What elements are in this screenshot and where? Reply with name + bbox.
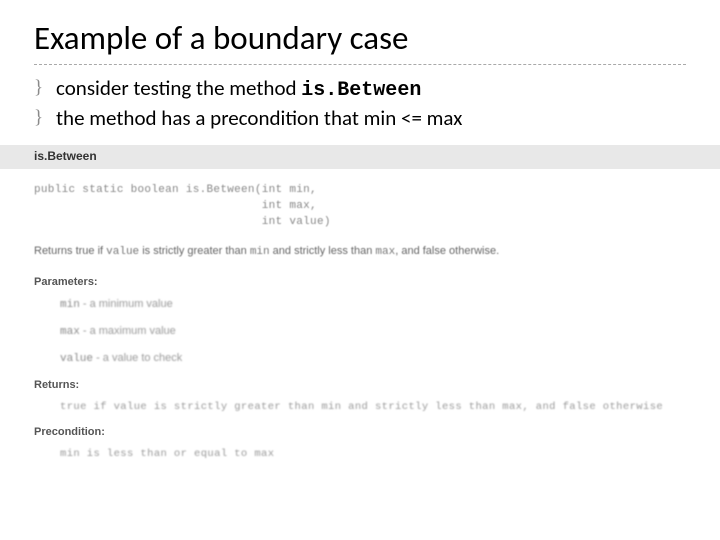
param-min: min - a minimum value bbox=[60, 297, 686, 314]
returns-text: true if value is strictly greater than m… bbox=[60, 400, 686, 415]
javadoc-signature: public static boolean is.Between(int min… bbox=[34, 183, 686, 231]
javadoc-method-name: is.Between bbox=[0, 145, 720, 168]
sig-line-2: int max, bbox=[34, 200, 317, 212]
bullet-list: consider testing the method is.Between t… bbox=[34, 75, 686, 131]
javadoc-description: Returns true if value is strictly greate… bbox=[34, 244, 686, 261]
parameters-label: Parameters: bbox=[34, 275, 686, 291]
bullet-1-text: consider testing the method bbox=[56, 75, 301, 101]
param-value: value - a value to check bbox=[60, 351, 686, 368]
bullet-1-code: is.Between bbox=[301, 79, 421, 102]
param-min-desc: - a minimum value bbox=[80, 298, 173, 310]
parameters-block: min - a minimum value max - a maximum va… bbox=[60, 297, 686, 368]
param-max-name: max bbox=[60, 326, 80, 338]
bullet-item-1: consider testing the method is.Between bbox=[34, 75, 686, 103]
param-max-desc: - a maximum value bbox=[80, 325, 176, 337]
param-value-desc: - a value to check bbox=[93, 352, 182, 364]
slide-title: Example of a boundary case bbox=[34, 18, 686, 58]
precondition-text: min is less than or equal to max bbox=[60, 447, 686, 462]
param-min-name: min bbox=[60, 299, 80, 311]
desc-mid1: is strictly greater than bbox=[139, 245, 250, 257]
sig-line-1: public static boolean is.Between(int min… bbox=[34, 184, 317, 196]
returns-label: Returns: bbox=[34, 378, 686, 394]
desc-pre: Returns true if bbox=[34, 245, 106, 257]
param-max: max - a maximum value bbox=[60, 324, 686, 341]
precondition-label: Precondition: bbox=[34, 425, 686, 441]
sig-line-3: int value) bbox=[34, 216, 331, 228]
desc-code-value: value bbox=[106, 246, 139, 258]
javadoc-block: is.Between public static boolean is.Betw… bbox=[34, 145, 686, 462]
bullet-item-2: the method has a precondition that min <… bbox=[34, 105, 686, 131]
desc-mid2: and strictly less than bbox=[270, 245, 376, 257]
desc-post: , and false otherwise. bbox=[395, 245, 499, 257]
param-value-name: value bbox=[60, 353, 93, 365]
desc-code-min: min bbox=[250, 246, 270, 258]
title-divider bbox=[34, 64, 686, 65]
desc-code-max: max bbox=[375, 246, 395, 258]
